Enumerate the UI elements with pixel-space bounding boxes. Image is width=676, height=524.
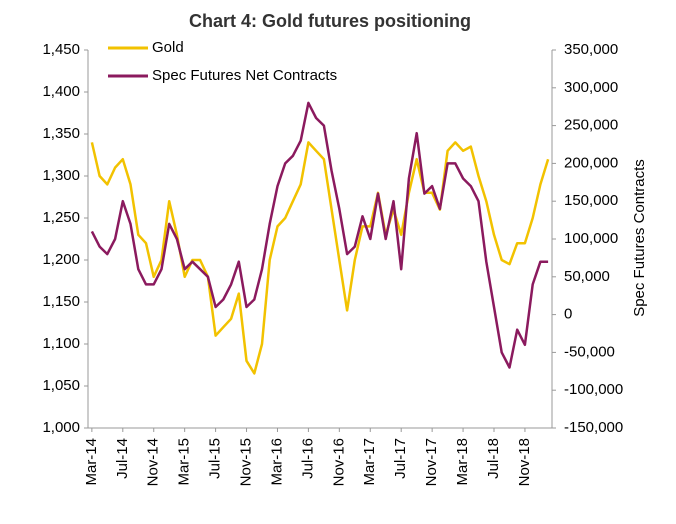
y2-axis-label: Spec Futures Contracts	[631, 159, 648, 317]
yticks-label: 1,350	[42, 125, 80, 142]
legend-label: Spec Futures Net Contracts	[152, 67, 337, 84]
y2ticks-label: 150,000	[564, 192, 618, 209]
x-tick-label: Jul-15	[207, 438, 224, 479]
x-tick-label: Nov-16	[330, 438, 347, 486]
y2ticks-label: -50,000	[564, 343, 615, 360]
x-tick-label: Jul-16	[299, 438, 316, 479]
yticks-label: 1,050	[42, 377, 80, 394]
yticks-label: 1,250	[42, 209, 80, 226]
y2ticks-label: -100,000	[564, 381, 623, 398]
yticks-label: 1,450	[42, 41, 80, 58]
y2ticks-label: 100,000	[564, 230, 618, 247]
x-tick-label: Mar-15	[176, 438, 193, 486]
yticks-label: 1,200	[42, 251, 80, 268]
x-tick-label: Mar-16	[268, 438, 285, 486]
yticks-label: 1,300	[42, 167, 80, 184]
yticks-label: 1,000	[42, 419, 80, 436]
x-tick-label: Jul-17	[392, 438, 409, 479]
x-tick-label: Nov-14	[145, 438, 162, 486]
yticks-label: 1,400	[42, 83, 80, 100]
series-line	[90, 101, 549, 369]
y2ticks-label: 50,000	[564, 268, 610, 285]
y2ticks-label: 250,000	[564, 117, 618, 134]
yticks-label: 1,150	[42, 293, 80, 310]
x-tick-label: Nov-18	[516, 438, 533, 486]
y2ticks-label: 0	[564, 306, 572, 323]
y2ticks-label: 350,000	[564, 41, 618, 58]
series-line	[90, 141, 550, 375]
yticks-label: 1,100	[42, 335, 80, 352]
x-tick-label: Mar-18	[454, 438, 471, 486]
x-tick-label: Nov-15	[238, 438, 255, 486]
x-tick-label: Nov-17	[423, 438, 440, 486]
y2ticks-label: -150,000	[564, 419, 623, 436]
y2ticks-label: 300,000	[564, 79, 618, 96]
x-tick-label: Jul-18	[485, 438, 502, 479]
y2ticks-label: 200,000	[564, 154, 618, 171]
legend-label: Gold	[152, 39, 184, 56]
chart-title: Chart 4: Gold futures positioning	[189, 11, 471, 31]
x-tick-label: Jul-14	[114, 438, 131, 479]
x-tick-label: Mar-14	[83, 438, 100, 486]
x-tick-label: Mar-17	[361, 438, 378, 486]
